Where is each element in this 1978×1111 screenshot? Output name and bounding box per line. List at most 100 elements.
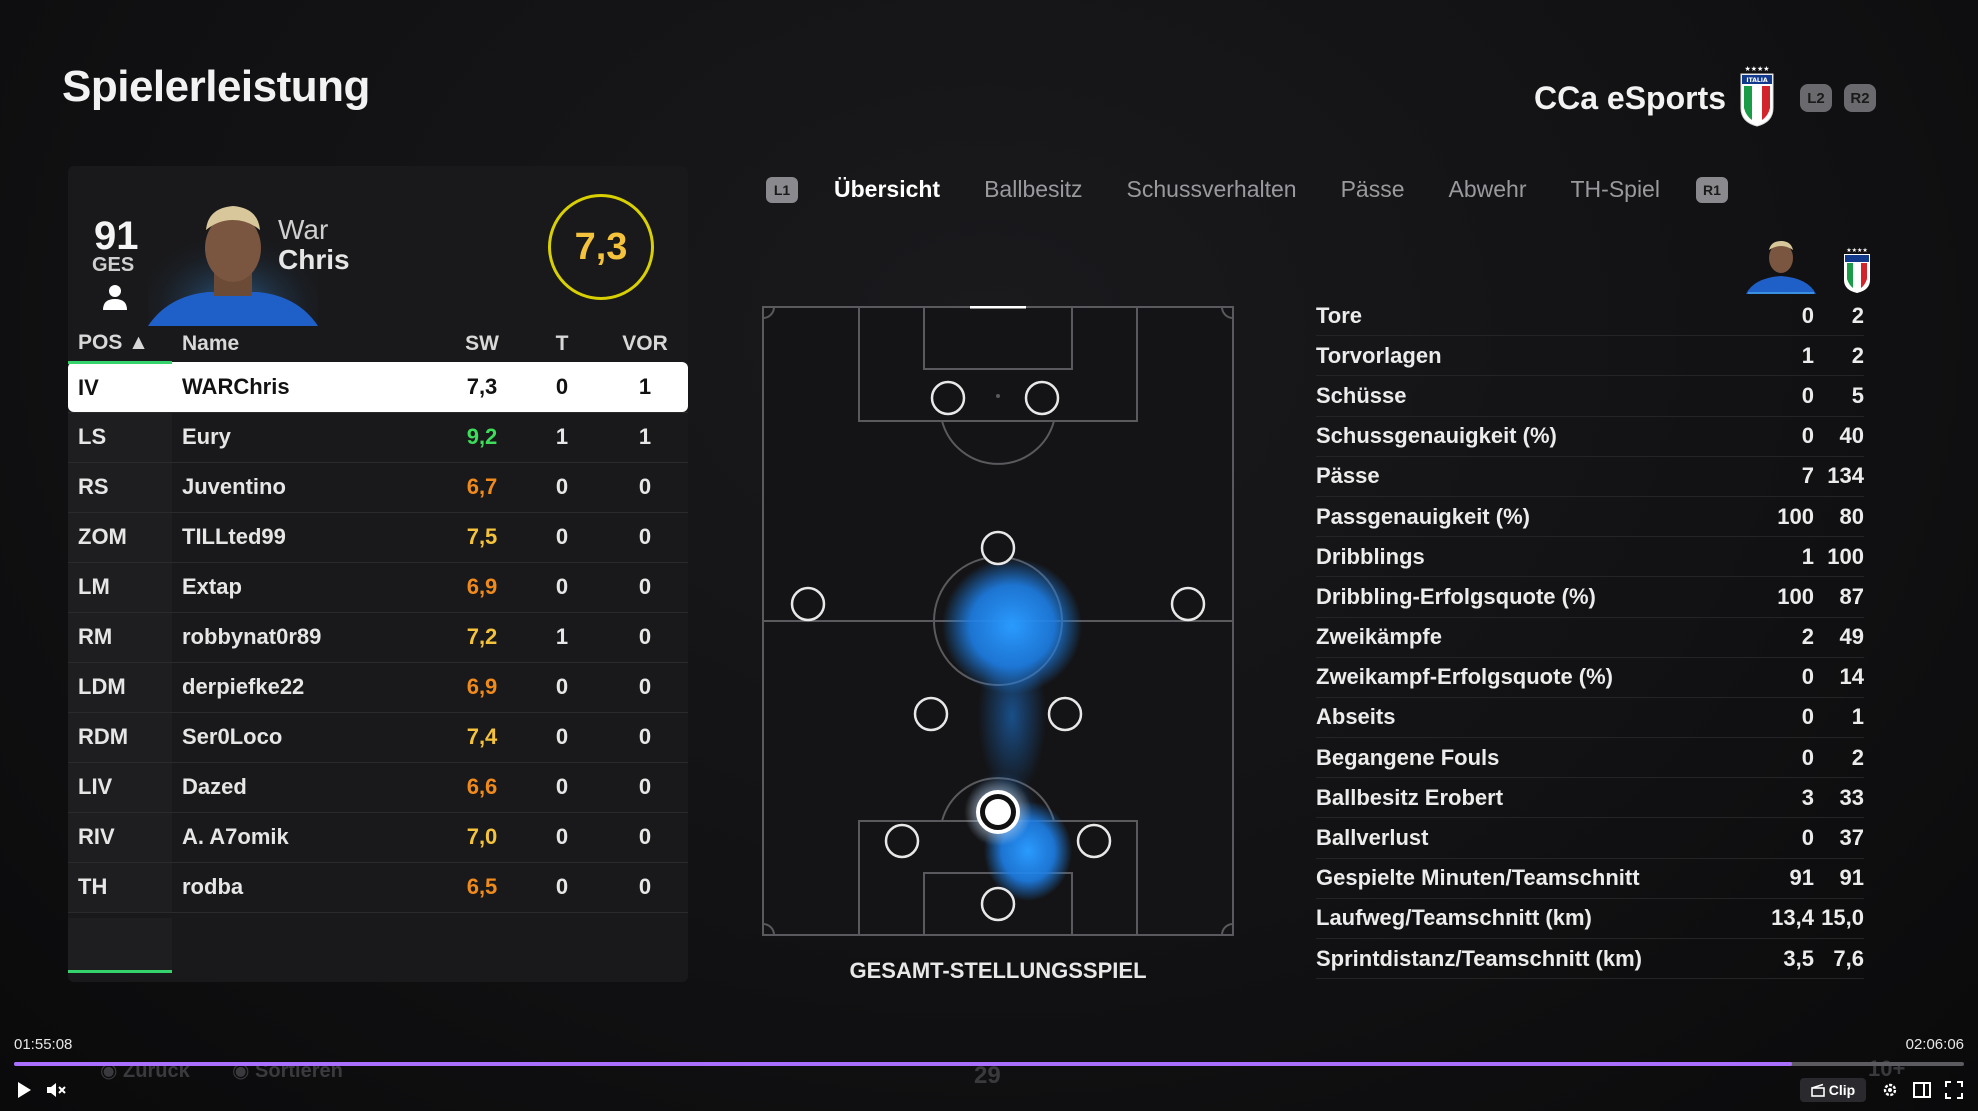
clip-button[interactable]: Clip [1800,1078,1866,1102]
stat-team-value: 87 [1839,583,1864,609]
row-vor: 0 [602,512,688,563]
row-name: TILLted99 [172,512,442,563]
tab-uebersicht[interactable]: Übersicht [834,176,941,202]
stat-team-value: 80 [1839,503,1864,529]
row-vor: 0 [602,562,688,613]
stat-label: Schussgenauigkeit (%) [1316,423,1557,449]
r1-button[interactable]: R1 [1695,176,1728,203]
svg-text:★★★★: ★★★★ [1846,247,1868,254]
tab-paesse[interactable]: Pässe [1340,176,1405,202]
roster-row[interactable]: RS Juventino 6,7 0 0 [68,462,688,513]
stat-row: Passgenauigkeit (%) 100 80 [1316,497,1864,538]
row-t: 0 [522,362,602,413]
col-name-header[interactable]: Name [182,332,240,355]
stat-player-value: 3,5 [1783,945,1814,971]
match-rating-circle: 7,3 [548,194,654,300]
person-icon [103,285,127,310]
r2-button[interactable]: R2 [1844,84,1876,112]
pos-column-fill [68,918,172,972]
row-vor: 0 [602,712,688,763]
row-pos: IV [68,362,172,413]
row-t: 0 [522,712,602,763]
stat-row: Gespielte Minuten/Teamschnitt 91 91 [1316,859,1864,899]
stat-team-value: 5 [1851,382,1864,408]
l1-button[interactable]: L1 [766,176,798,203]
stat-player-value: 0 [1801,302,1814,328]
row-t: 1 [522,412,602,463]
current-time: 01:55:08 [14,1036,73,1053]
stat-row: Pässe 7 134 [1316,457,1864,497]
stat-label: Tore [1316,302,1363,328]
row-sw: 6,5 [442,862,522,913]
pitch-heatmap [762,306,1234,936]
stat-team-value: 91 [1839,865,1864,891]
play-icon[interactable] [12,1078,36,1102]
row-pos: RIV [68,812,172,863]
roster-row[interactable]: IV WARChris 7,3 0 1 [68,362,688,413]
l2-button[interactable]: L2 [1800,84,1832,112]
row-pos: RM [68,612,172,663]
total-time: 02:06:06 [1905,1036,1964,1053]
italia-crest-icon: ★★★★ ITALIA [1740,65,1774,127]
row-t: 0 [522,812,602,863]
stats-table: Tore 0 2 Torvorlagen 1 2 Schüsse 0 5 Schussgenaui… [1316,296,1864,980]
stat-label: Schüsse [1316,382,1407,408]
row-name: Juventino [172,462,442,513]
stat-player-value: 0 [1801,825,1814,851]
fullscreen-icon[interactable] [1942,1078,1966,1102]
stat-team-value: 40 [1839,423,1864,449]
row-t: 0 [522,462,602,513]
stat-row: Zweikampf-Erfolgsquote (%) 0 14 [1316,658,1864,698]
ghost-right-count: 10+ [1868,1056,1906,1081]
player-last-name: Chris [278,244,350,275]
tab-th-spiel[interactable]: TH-Spiel [1570,176,1660,202]
stat-player-value: 7 [1801,463,1814,489]
col-t-header[interactable]: T [555,332,569,355]
row-pos: LS [68,412,172,463]
clapper-icon [1810,1083,1825,1097]
settings-gear-icon[interactable] [1878,1078,1902,1102]
roster-row[interactable]: TH rodba 6,5 0 0 [68,862,688,913]
roster-row[interactable]: LIV Dazed 6,6 0 0 [68,762,688,813]
stat-row: Laufweg/Teamschnitt (km) 13,4 15,0 [1316,899,1864,939]
roster-row[interactable]: ZOM TILLted99 7,5 0 0 [68,512,688,563]
tab-bar: L1 Übersicht Ballbesitz Schussverhalten … [766,176,1728,203]
row-sw: 9,2 [442,412,522,463]
roster-row[interactable]: RM robbynat0r89 7,2 1 0 [68,612,688,663]
tab-schussverhalten[interactable]: Schussverhalten [1126,176,1297,202]
theatre-mode-icon[interactable] [1910,1078,1934,1102]
stat-team-value: 37 [1839,825,1864,851]
stat-row: Ballverlust 0 37 [1316,818,1864,859]
stat-team-value: 14 [1839,664,1864,690]
roster-row[interactable]: RIV A. A7omik 7,0 0 0 [68,812,688,863]
col-vor-header[interactable]: VOR [622,332,668,355]
stat-player-value: 100 [1777,583,1814,609]
mute-icon[interactable] [44,1078,70,1102]
stat-player-value: 2 [1801,624,1814,650]
col-sw-header[interactable]: SW [465,332,499,355]
row-sw: 6,9 [442,662,522,713]
stat-label: Dribbling-Erfolgsquote (%) [1316,583,1596,609]
stat-team-value: 2 [1851,302,1864,328]
tab-abwehr[interactable]: Abwehr [1448,176,1527,202]
row-name: derpiefke22 [172,662,442,713]
svg-text:★★★★: ★★★★ [1744,65,1769,73]
stat-row: Dribblings 1 100 [1316,537,1864,578]
stat-team-value: 134 [1827,463,1864,489]
stat-player-value: 1 [1801,342,1814,368]
row-name: Eury [172,412,442,463]
roster-row[interactable]: LDM derpiefke22 6,9 0 0 [68,662,688,713]
row-name: A. A7omik [172,812,442,863]
tab-ballbesitz[interactable]: Ballbesitz [984,176,1083,202]
roster-row[interactable]: LM Extap 6,9 0 0 [68,562,688,613]
stat-row: Sprintdistanz/Teamschnitt (km) 3,5 7,6 [1316,939,1864,980]
seek-bar[interactable] [14,1062,1964,1066]
row-name: Extap [172,562,442,613]
row-sw: 7,5 [442,512,522,563]
team-crest-icon: ★★★★ [1844,247,1870,293]
roster-row[interactable]: RDM Ser0Loco 7,4 0 0 [68,712,688,763]
roster-row[interactable]: LS Eury 9,2 1 1 [68,412,688,463]
col-pos-header[interactable]: POS ▲ [68,326,172,364]
row-vor: 0 [602,862,688,913]
row-t: 0 [522,762,602,813]
